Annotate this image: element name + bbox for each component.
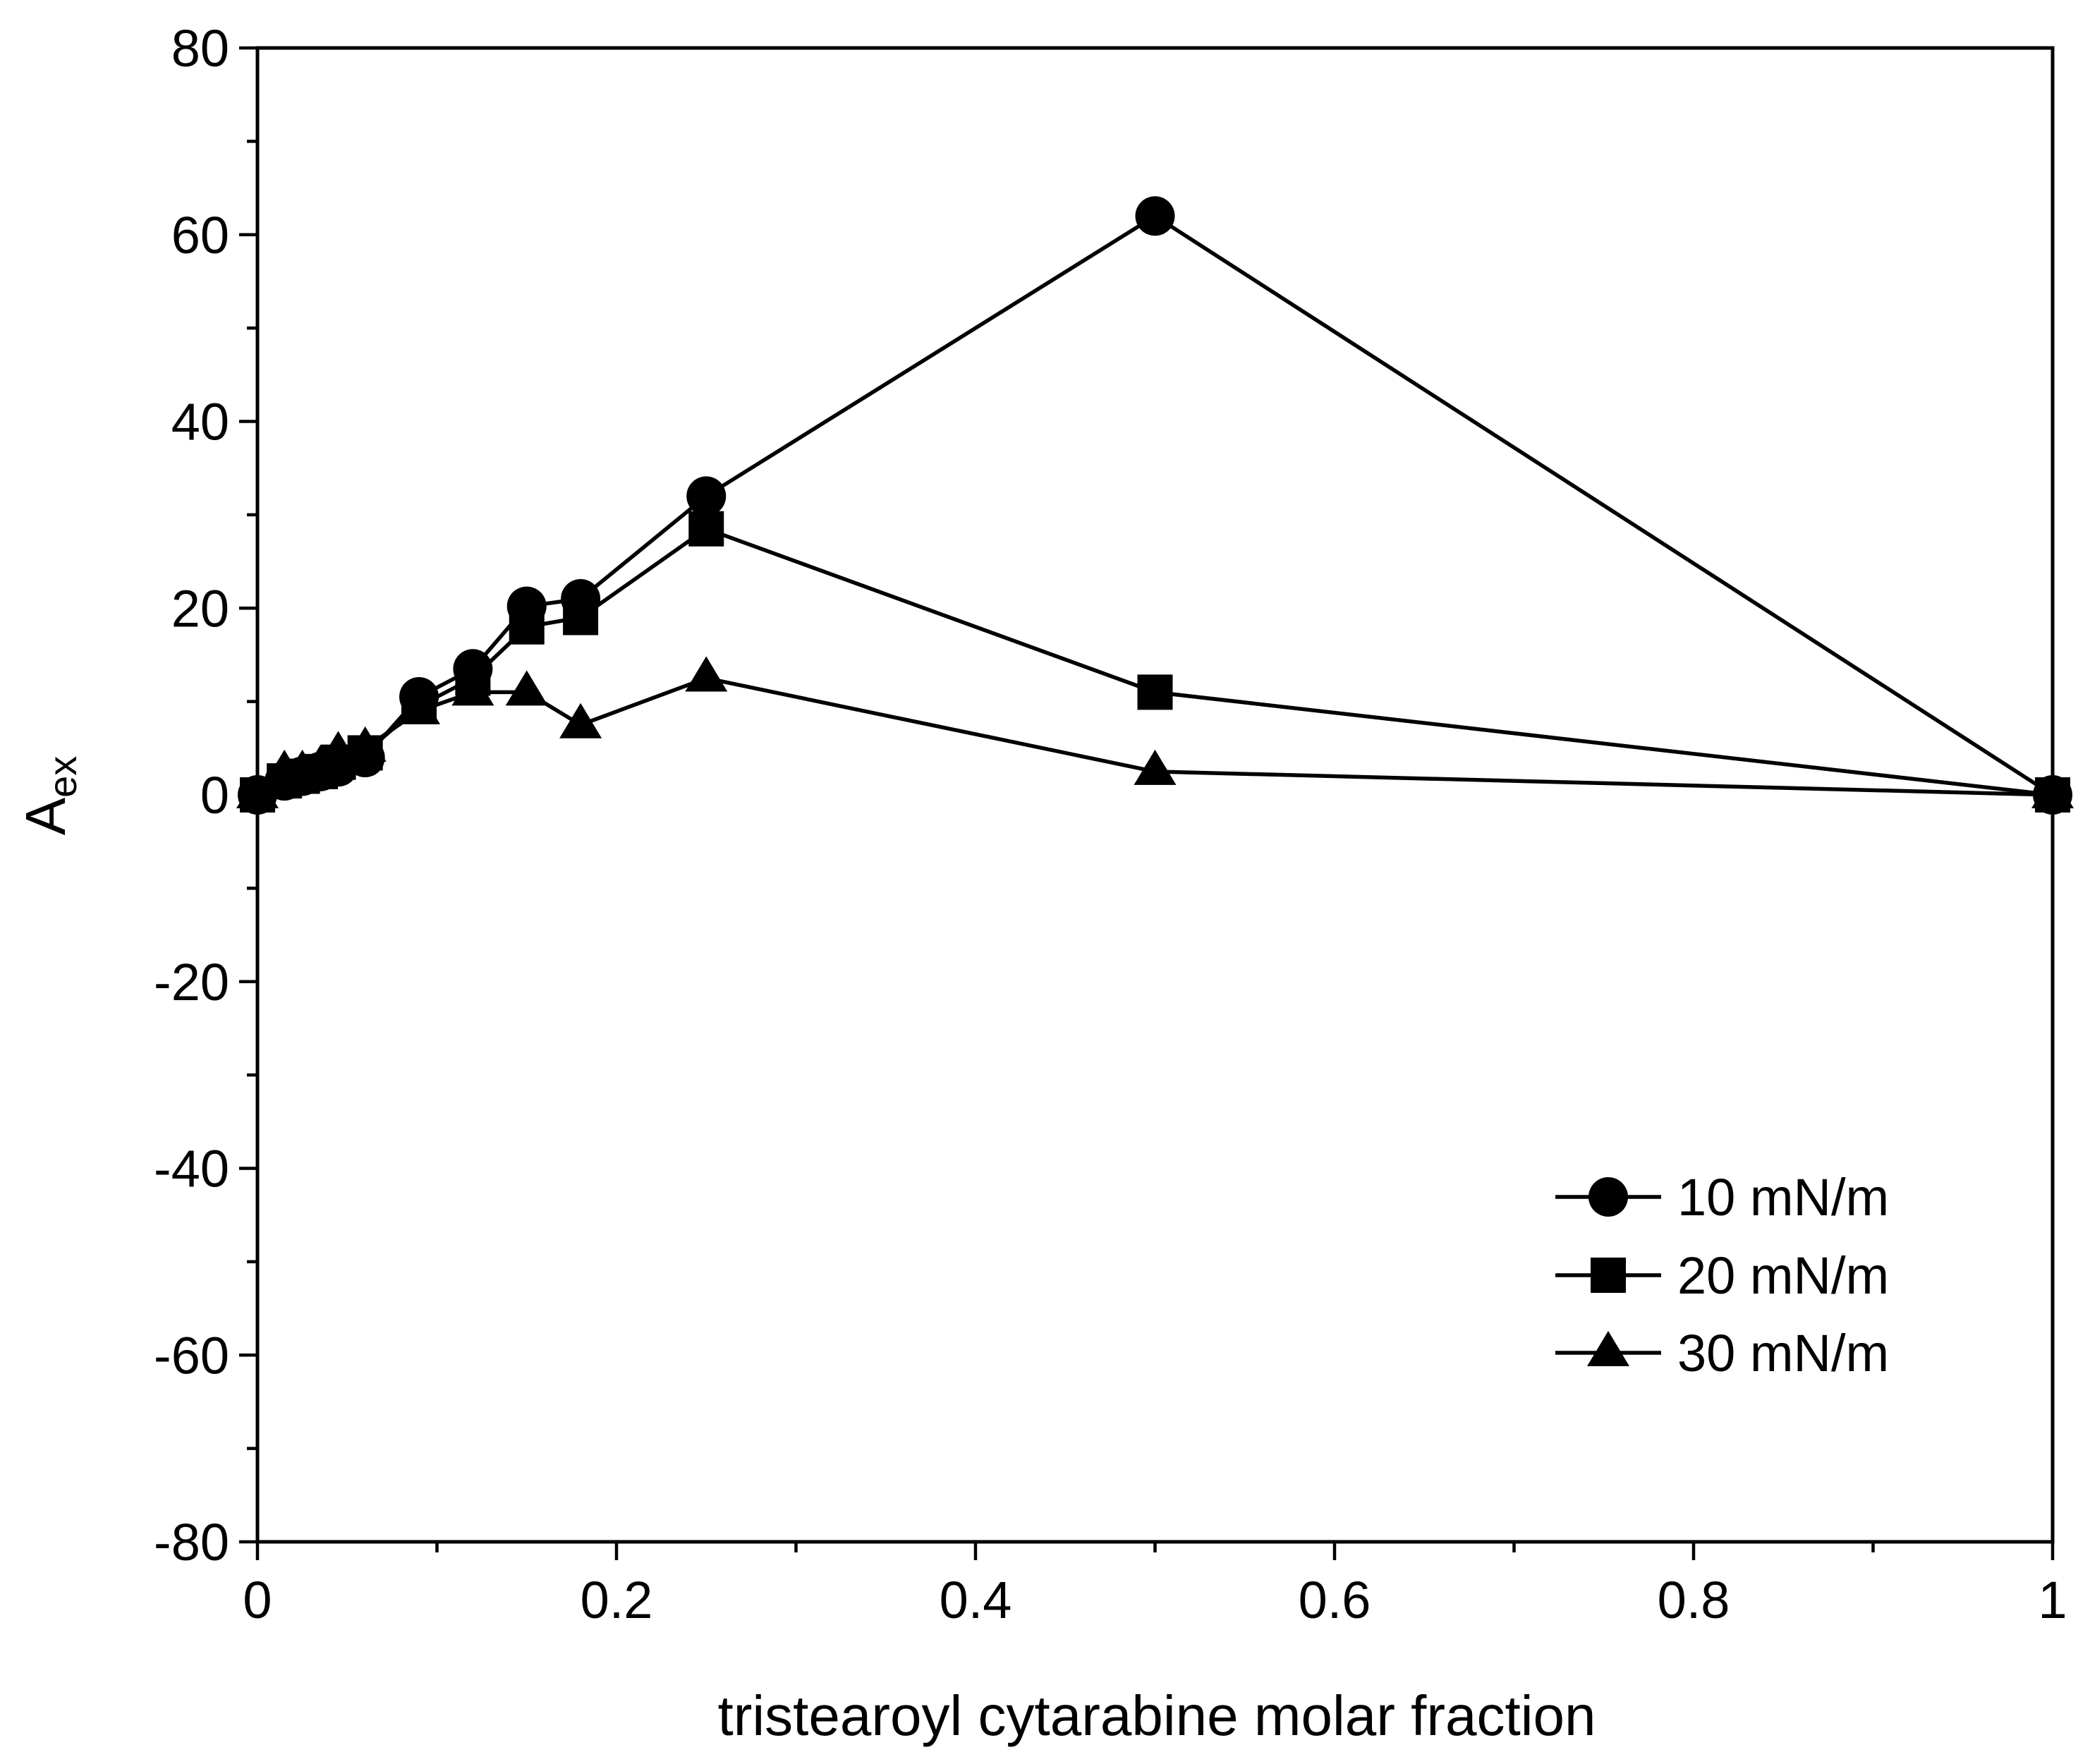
y-tick-label: -80 [154,1513,229,1571]
tick-labels: 0 0.2 0.4 0.6 0.8 1 -80 -60 -40 -20 0 20 40 60 80 [154,19,2067,1629]
legend-label: 30 mN/m [1677,1324,1889,1382]
legend-marker-square [1591,1258,1626,1293]
legend: 10 mN/m 20 mN/m 30 mN/m [1555,1168,1889,1382]
data-point-triangle [505,670,548,706]
data-point-circle [686,476,727,516]
x-tick-label: 0.6 [1299,1571,1371,1629]
y-tick-label: 60 [171,206,229,264]
x-tick-label: 0.8 [1658,1571,1730,1629]
x-tick-label: 0.2 [581,1571,653,1629]
data-series [236,196,2074,815]
plot-frame [255,46,2055,1544]
x-axis-title: tristearoyl cytarabine molar fraction [718,1684,1596,1747]
y-tick-label: 20 [171,579,229,638]
y-tick-label: 80 [171,19,229,78]
data-point-triangle [559,702,602,738]
y-tick-label: -20 [154,953,229,1011]
data-point-triangle [344,726,387,762]
y-tick-label: 40 [171,393,229,451]
data-point-triangle [398,688,441,724]
data-point-square [1137,674,1173,710]
x-tick-label: 0 [243,1571,272,1629]
legend-label: 20 mN/m [1677,1246,1889,1305]
data-point-triangle [685,656,728,692]
legend-item-10-mn-m: 10 mN/m [1555,1168,1889,1227]
data-point-triangle [451,670,494,706]
y-tick-label: -60 [154,1326,229,1385]
data-point-square [509,609,545,645]
data-point-triangle [1134,749,1177,785]
legend-item-30-mn-m: 30 mN/m [1555,1324,1889,1382]
data-point-square [563,600,599,635]
series-30-mn-m [236,656,2074,808]
legend-marker-circle [1588,1177,1628,1217]
data-point-square [688,511,724,547]
y-tick-label: 0 [200,766,229,825]
legend-label: 10 mN/m [1677,1168,1889,1227]
y-axis-title-main: A [14,797,77,835]
legend-marker-triangle [1587,1331,1629,1366]
x-tick-label: 0.4 [940,1571,1012,1629]
y-axis-title-subscript: ex [40,756,85,798]
y-tick-label: -40 [154,1140,229,1198]
legend-item-20-mn-m: 20 mN/m [1555,1246,1889,1305]
x-tick-label: 1 [2038,1571,2067,1629]
data-point-circle [1135,196,1175,236]
y-axis-title: Aex [14,756,85,836]
